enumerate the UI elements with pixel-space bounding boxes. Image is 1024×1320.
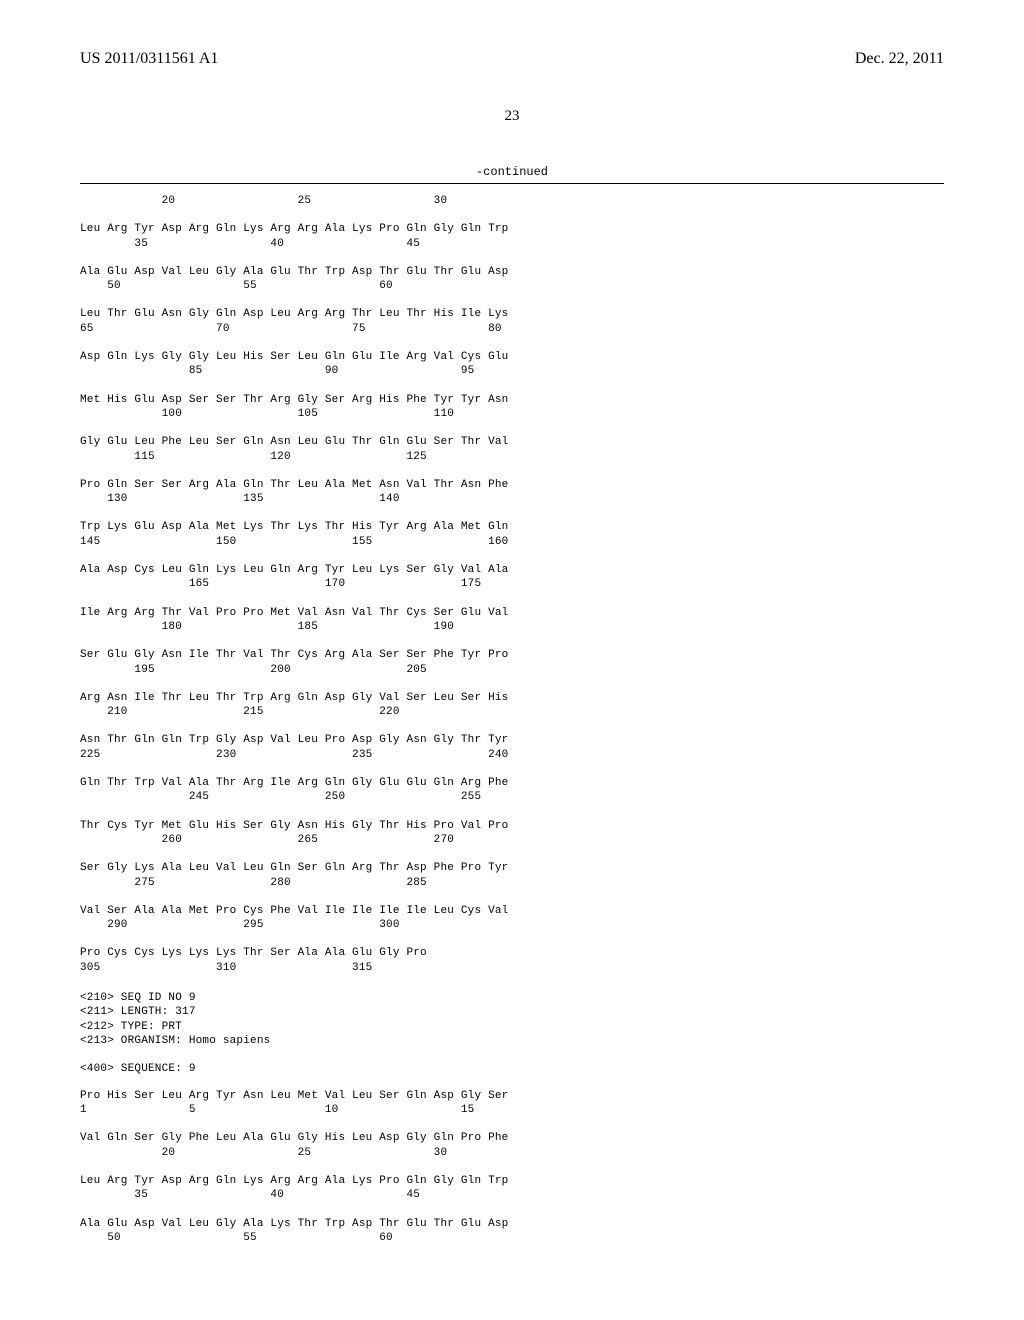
- publication-date: Dec. 22, 2011: [855, 50, 944, 68]
- sequence-row: Val Ser Ala Ala Met Pro Cys Phe Val Ile …: [80, 904, 944, 933]
- page-header: US 2011/0311561 A1 Dec. 22, 2011: [80, 50, 944, 68]
- sequence-row: Pro Gln Ser Ser Arg Ala Gln Thr Leu Ala …: [80, 478, 944, 507]
- sequence-row: Pro His Ser Leu Arg Tyr Asn Leu Met Val …: [80, 1089, 944, 1118]
- continued-label: -continued: [80, 165, 944, 179]
- sequence-row: Asn Thr Gln Gln Trp Gly Asp Val Leu Pro …: [80, 733, 944, 762]
- sequence-row: Trp Lys Glu Asp Ala Met Lys Thr Lys Thr …: [80, 520, 944, 549]
- sequence-row: Leu Arg Tyr Asp Arg Gln Lys Arg Arg Ala …: [80, 222, 944, 251]
- sequence-row: Pro Cys Cys Lys Lys Lys Thr Ser Ala Ala …: [80, 946, 944, 975]
- sequence-row: Arg Asn Ile Thr Leu Thr Trp Arg Gln Asp …: [80, 691, 944, 720]
- sequence-row: Thr Cys Tyr Met Glu His Ser Gly Asn His …: [80, 819, 944, 848]
- sequence-row: Gly Glu Leu Phe Leu Ser Gln Asn Leu Glu …: [80, 435, 944, 464]
- sequence-row: Gln Thr Trp Val Ala Thr Arg Ile Arg Gln …: [80, 776, 944, 805]
- sequence-row: Val Gln Ser Gly Phe Leu Ala Glu Gly His …: [80, 1131, 944, 1160]
- sequence-row: Ala Glu Asp Val Leu Gly Ala Lys Thr Trp …: [80, 1217, 944, 1246]
- sequence-row: Leu Arg Tyr Asp Arg Gln Lys Arg Arg Ala …: [80, 1174, 944, 1203]
- sequence-row: Leu Thr Glu Asn Gly Gln Asp Leu Arg Arg …: [80, 307, 944, 336]
- page-number: 23: [80, 108, 944, 125]
- sequence-row: Ala Asp Cys Leu Gln Lys Leu Gln Arg Tyr …: [80, 563, 944, 592]
- sequence-9-block: Pro His Ser Leu Arg Tyr Asn Leu Met Val …: [80, 1089, 944, 1245]
- sequence-row: Ile Arg Arg Thr Val Pro Pro Met Val Asn …: [80, 606, 944, 635]
- sequence-row: 20 25 30: [80, 194, 944, 208]
- sequence-row: Met His Glu Asp Ser Ser Thr Arg Gly Ser …: [80, 393, 944, 422]
- publication-number: US 2011/0311561 A1: [80, 50, 218, 68]
- sequence-row: Ser Gly Lys Ala Leu Val Leu Gln Ser Gln …: [80, 861, 944, 890]
- sequence-8-block: 20 25 30 Leu Arg Tyr Asp Arg Gln Lys Arg …: [80, 194, 944, 975]
- sequence-row: Asp Gln Lys Gly Gly Leu His Ser Leu Gln …: [80, 350, 944, 379]
- sequence-row: Ser Glu Gly Asn Ile Thr Val Thr Cys Arg …: [80, 648, 944, 677]
- page: US 2011/0311561 A1 Dec. 22, 2011 23 -con…: [0, 0, 1024, 1320]
- horizontal-rule: [80, 183, 944, 184]
- sequence-row: Ala Glu Asp Val Leu Gly Ala Glu Thr Trp …: [80, 265, 944, 294]
- sequence-9-header: <210> SEQ ID NO 9 <211> LENGTH: 317 <212…: [80, 991, 944, 1077]
